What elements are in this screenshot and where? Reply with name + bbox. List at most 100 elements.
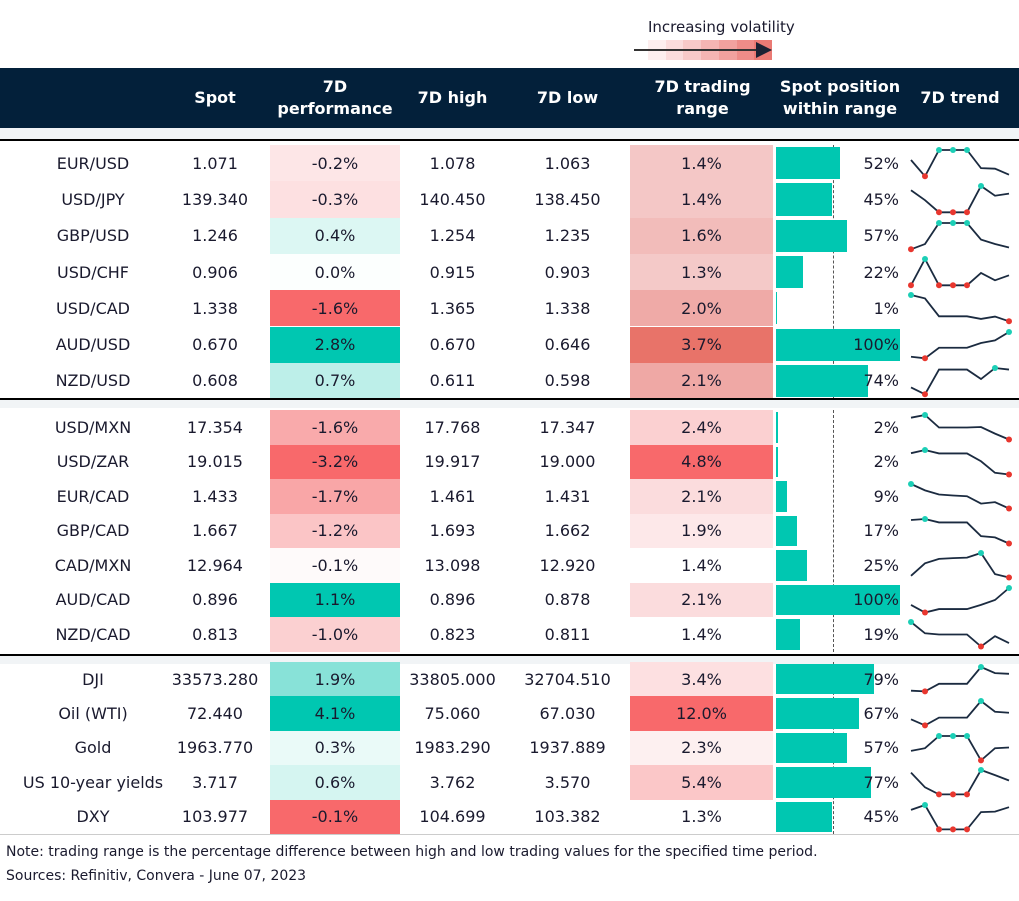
high-value: 1.254 [429,226,476,246]
trend-line [910,551,1010,579]
trend-max-marker [964,732,970,739]
position-bar [776,292,778,325]
position-label: 74% [863,371,899,391]
trend-line [910,414,1010,441]
trend-sparkline [910,446,1012,477]
table-row: GBP/USD 1.246 0.4% 1.254 1.235 1.6% 57% [0,217,1019,254]
trend-sparkline [908,255,1010,289]
range-cell: 1.4% [630,181,773,218]
trend-min-marker [908,282,914,289]
performance-cell: 0.0% [270,253,400,291]
position-label: 57% [863,226,899,246]
trend-line [910,803,1010,830]
performance-cell: 0.3% [270,730,400,766]
high-value: 33805.000 [409,669,496,689]
spot-value: 139.340 [181,189,249,209]
performance-cell: -1.6% [270,410,400,445]
trend-max-marker [936,732,942,739]
range-cell: 12.0% [630,696,773,731]
spot-value: 0.896 [192,590,238,610]
pair-label: NZD/USD [55,371,131,391]
position-bar [776,147,841,180]
position-bar [776,364,868,398]
pair-label: CAD/MXN [54,555,132,575]
performance-cell: -3.2% [270,444,400,479]
header-spot: Spot [194,88,236,107]
pair-label: Oil (WTI) [58,704,128,724]
table-row: Oil (WTI) 72.440 4.1% 75.060 67.030 12.0% 67% [0,696,1019,731]
performance-cell: 0.7% [270,362,400,400]
trend-max-marker [964,147,970,153]
range-cell: 2.4% [630,410,773,445]
pair-label: GBP/USD [56,226,130,246]
position-label: 22% [863,262,899,282]
high-value: 13.098 [424,555,481,575]
range-cell: 5.4% [630,765,773,800]
low-value: 0.903 [544,262,591,282]
table-row: USD/CHF 0.906 0.0% 0.915 0.903 1.3% 22% [0,253,1019,291]
position-bar [776,446,779,477]
trend-max-marker [922,255,928,262]
position-bar [776,664,874,695]
pair-label: USD/MXN [54,417,132,437]
trend-line [910,517,1010,544]
header-high: 7D high [417,88,488,107]
range-cell: 3.4% [630,662,773,697]
spot-value: 1.071 [192,153,238,173]
trend-min-marker [1006,318,1012,325]
performance-cell: 0.4% [270,217,400,254]
high-value: 75.060 [424,704,481,724]
trend-min-marker [1006,540,1012,546]
pair-label: USD/JPY [61,189,125,209]
trend-max-marker [978,550,984,556]
trend-min-marker [950,825,956,832]
low-value: 19.000 [539,452,596,472]
trend-line [910,621,1010,648]
trend-sparkline [910,767,1010,798]
spot-value: 0.608 [192,371,238,391]
trend-line [910,700,1010,727]
trend-min-marker [936,825,942,832]
high-value: 1.693 [429,521,476,541]
pair-label: EUR/USD [56,153,130,173]
section-divider [0,398,1019,400]
low-value: 3.570 [544,772,591,792]
low-value: 17.347 [539,417,596,437]
trend-min-marker [1006,471,1012,477]
position-label: 25% [863,555,899,575]
performance-cell: 4.1% [270,696,400,731]
trend-min-marker [922,688,928,695]
trend-line [910,734,1010,762]
low-value: 0.646 [544,335,591,355]
trend-line [910,586,1010,613]
spot-value: 3.717 [192,772,238,792]
trend-min-marker [908,245,914,252]
position-bar [776,619,800,650]
trend-sparkline [910,664,1010,695]
header-gap [0,128,1019,140]
trend-min-marker [964,825,970,832]
spot-value: 19.015 [187,452,243,472]
spot-value: 33573.280 [171,669,259,689]
sources-text: Sources: Refinitiv, Convera - June 07, 2… [6,868,307,884]
position-bar [776,584,900,615]
performance-cell: 2.8% [270,326,400,363]
position-label: 17% [863,521,899,541]
range-cell: 1.6% [630,217,773,254]
pair-label: Gold [74,738,112,758]
table-row: EUR/CAD 1.433 -1.7% 1.461 1.431 2.1% 9% [0,479,1019,514]
trend-min-marker [922,722,928,729]
volatility-legend-label: Increasing volatility [648,18,795,36]
spot-value: 0.906 [192,262,238,282]
performance-cell: -0.1% [270,548,400,583]
low-value: 32704.510 [524,669,611,689]
table-row: AUD/CAD 0.896 1.1% 0.896 0.878 2.1% 100% [0,582,1019,617]
high-value: 3.762 [429,772,476,792]
trend-line [910,769,1010,796]
position-bar [776,412,779,443]
trend-max-marker [992,364,998,371]
trend-max-marker [978,183,984,190]
trend-min-marker [978,757,984,764]
spot-value: 72.440 [187,704,243,724]
range-cell: 1.3% [630,799,773,834]
